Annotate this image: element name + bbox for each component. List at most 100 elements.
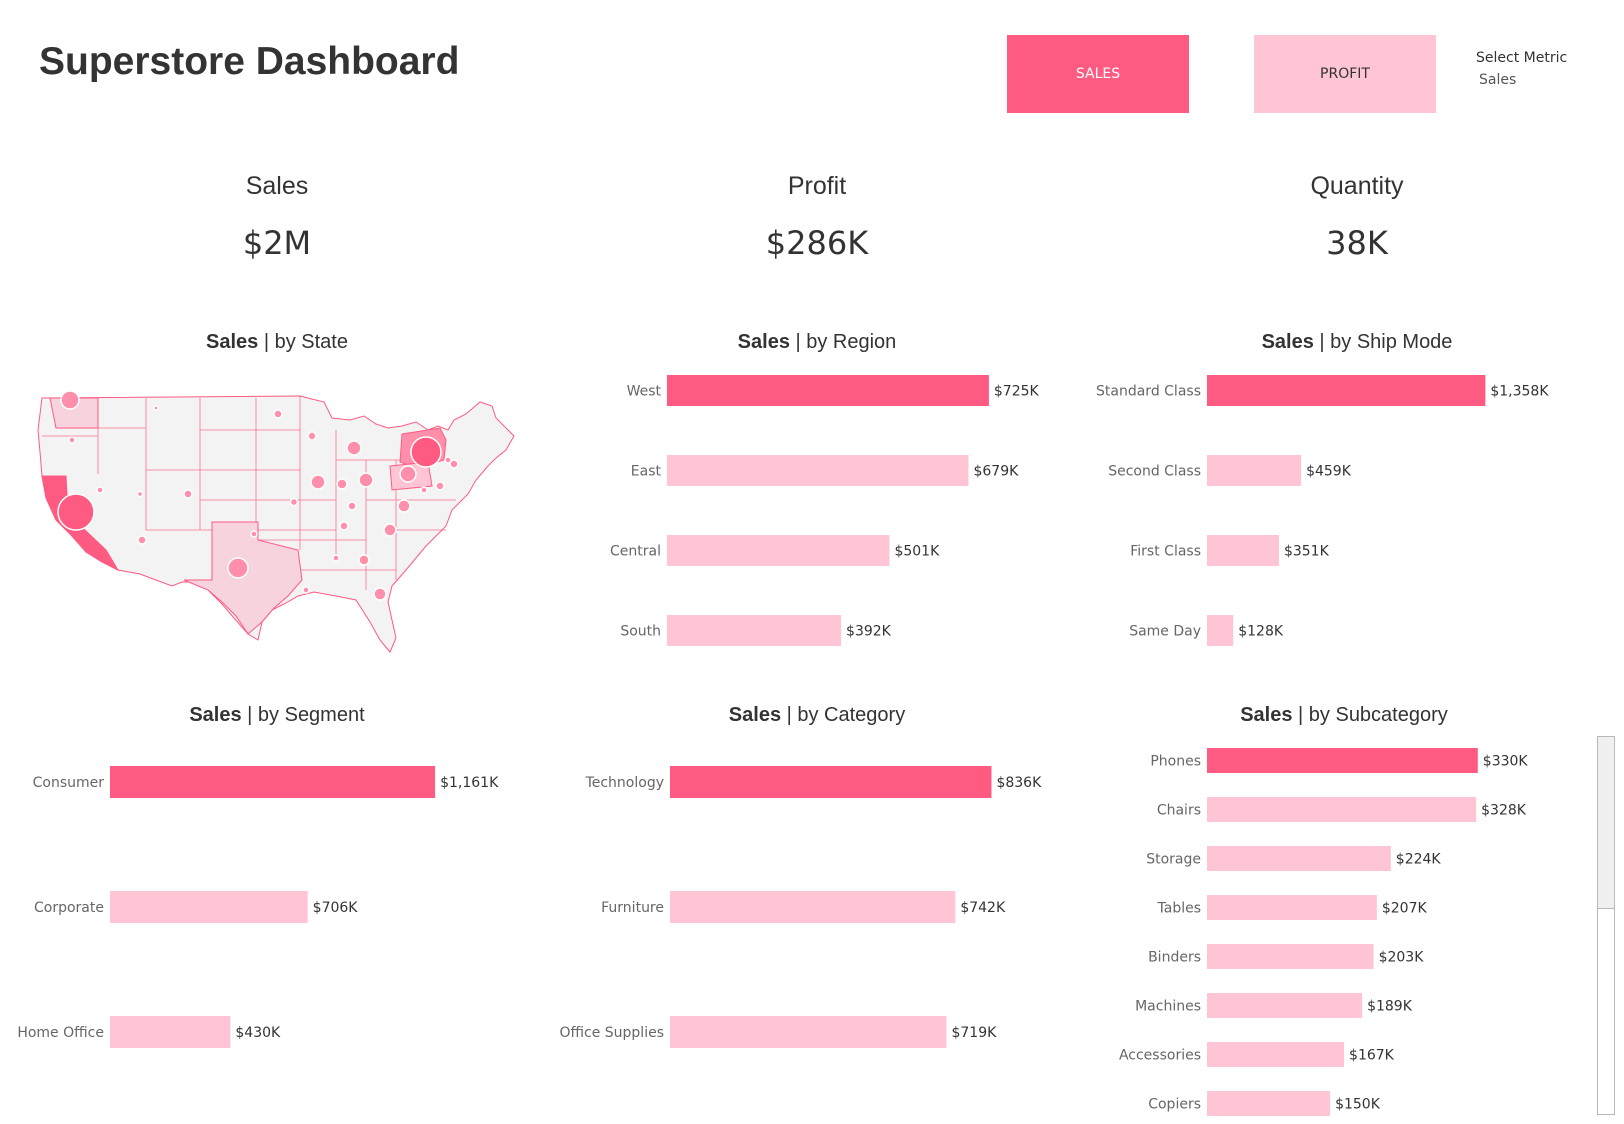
- bubble-illinois: [310, 474, 326, 490]
- region-bar-chart: West $725K East $679K Central $501K South $392K: [610, 375, 1040, 646]
- subcategory-value-accessories: $167K: [1349, 1048, 1395, 1064]
- bubble-nevada: [96, 486, 104, 494]
- subcategory-label-copiers: Copiers: [1148, 1097, 1201, 1113]
- subcategory-value-binders: $203K: [1379, 950, 1425, 966]
- panel-title-segment: Sales | by Segment: [17, 704, 537, 727]
- category-bar-chart: Technology $836K Furniture $742K Office Supp…: [559, 766, 1042, 1048]
- subcategory-bar-copiers[interactable]: [1207, 1091, 1331, 1116]
- subcategory-label-tables: Tables: [1157, 901, 1202, 917]
- bubble-oklahoma: [250, 530, 258, 538]
- bubble-alabama: [332, 554, 340, 562]
- ship-mode-label-same-day: Same Day: [1129, 624, 1201, 640]
- subcategory-bar-tables[interactable]: [1207, 895, 1377, 920]
- panel-title-metric: Sales: [1240, 704, 1293, 726]
- segment-value-consumer: $1,161K: [440, 775, 499, 791]
- bubble-massachusetts: [449, 459, 459, 469]
- subcategory-bar-storage[interactable]: [1207, 846, 1391, 871]
- segment-bar-consumer[interactable]: [110, 766, 436, 798]
- ship-mode-label-first-class: First Class: [1130, 544, 1201, 560]
- subcategory-value-chairs: $328K: [1481, 803, 1527, 819]
- panel-title-category: Sales | by Category: [557, 704, 1077, 727]
- select-metric-value[interactable]: Sales: [1479, 72, 1517, 88]
- ship-mode-bar-second-class[interactable]: [1207, 455, 1302, 486]
- category-value-office-supplies: $719K: [951, 1025, 997, 1041]
- subcategory-value-tables: $207K: [1382, 901, 1428, 917]
- sales-metric-button-label: SALES: [1075, 66, 1121, 82]
- category-bar-office-supplies[interactable]: [670, 1016, 947, 1048]
- segment-label-home-office: Home Office: [17, 1025, 104, 1041]
- bubble-michigan: [346, 440, 362, 456]
- bubble-utah: [136, 490, 144, 498]
- region-label-east: East: [631, 464, 662, 480]
- state-texas: [183, 521, 303, 635]
- category-label-furniture: Furniture: [601, 900, 664, 916]
- subcategory-scrollbar-thumb[interactable]: [1598, 737, 1614, 909]
- profit-metric-button[interactable]: PROFIT: [1254, 35, 1436, 113]
- bubble-texas: [227, 557, 249, 579]
- panel-title-metric: Sales: [737, 331, 790, 353]
- bubble-montana: [153, 405, 159, 411]
- segment-bar-corporate[interactable]: [110, 891, 308, 923]
- segment-value-home-office: $430K: [235, 1025, 281, 1041]
- select-metric-label: Select Metric: [1476, 50, 1568, 66]
- ship-mode-bar-same-day[interactable]: [1207, 615, 1234, 646]
- region-label-central: Central: [610, 544, 661, 560]
- segment-bar-chart: Consumer $1,161K Corporate $706K Home Office…: [17, 766, 499, 1048]
- panel-title-region: Sales | by Region: [557, 331, 1077, 354]
- subcategory-bar-chairs[interactable]: [1207, 797, 1477, 822]
- ship-mode-bar-standard-class[interactable]: [1207, 375, 1486, 406]
- region-bar-central[interactable]: [667, 535, 890, 566]
- segment-value-corporate: $706K: [313, 900, 359, 916]
- subcategory-label-phones: Phones: [1150, 754, 1201, 770]
- ship-mode-bar-first-class[interactable]: [1207, 535, 1279, 566]
- region-value-central: $501K: [894, 544, 940, 560]
- subcategory-label-binders: Binders: [1148, 950, 1201, 966]
- bubble-kentucky: [347, 501, 357, 511]
- bubble-delaware: [420, 486, 428, 494]
- panel-title-suffix: | by Ship Mode: [1313, 331, 1453, 353]
- bubble-california: [57, 493, 95, 531]
- subcategory-bar-chart: Phones $330K Chairs $328K Storage $224K Tables…: [1119, 748, 1529, 1116]
- profit-metric-button-label: PROFIT: [1320, 66, 1370, 82]
- ship-mode-label-second-class: Second Class: [1108, 464, 1201, 480]
- bubble-oregon: [68, 436, 76, 444]
- region-bar-east[interactable]: [667, 455, 969, 486]
- ship-mode-label-standard-class: Standard Class: [1096, 384, 1201, 400]
- subcategory-bar-accessories[interactable]: [1207, 1042, 1345, 1067]
- bubble-arizona: [137, 535, 147, 545]
- region-bar-south[interactable]: [667, 615, 842, 646]
- subcategory-bar-machines[interactable]: [1207, 993, 1363, 1018]
- region-label-south: South: [620, 624, 661, 640]
- bubble-indiana: [336, 478, 348, 490]
- panel-title-suffix: | by Subcategory: [1292, 704, 1448, 726]
- panel-title-suffix: | by Category: [781, 704, 906, 726]
- ship-mode-value-same-day: $128K: [1238, 624, 1284, 640]
- category-bar-technology[interactable]: [670, 766, 992, 798]
- kpi-quantity-label: Quantity: [1310, 172, 1404, 200]
- select-metric-control[interactable]: Select Metric Sales: [1476, 50, 1567, 88]
- segment-bar-home-office[interactable]: [110, 1016, 231, 1048]
- state-bubbles: [57, 390, 459, 601]
- panel-title-subcategory: Sales | by Subcategory: [1084, 704, 1604, 727]
- kpi-profit-label: Profit: [787, 172, 847, 200]
- region-value-east: $679K: [973, 464, 1019, 480]
- region-bar-west[interactable]: [667, 375, 989, 406]
- subcategory-bar-binders[interactable]: [1207, 944, 1374, 969]
- subcategory-scrollbar[interactable]: [1597, 736, 1615, 1115]
- ship-mode-bar-chart: Standard Class $1,358K Second Class $459K Fi…: [1096, 375, 1549, 646]
- bubble-minnesota: [273, 409, 283, 419]
- region-value-south: $392K: [846, 624, 892, 640]
- subcategory-value-copiers: $150K: [1335, 1097, 1381, 1113]
- category-value-furniture: $742K: [960, 900, 1006, 916]
- us-state-map[interactable]: [36, 390, 520, 660]
- kpi-sales-value: $2M: [242, 224, 312, 262]
- panel-title-suffix: | by State: [258, 331, 348, 353]
- bubble-new-jersey: [435, 481, 445, 491]
- sales-metric-button[interactable]: SALES: [1007, 35, 1189, 113]
- subcategory-value-machines: $189K: [1367, 999, 1413, 1015]
- subcategory-value-phones: $330K: [1483, 754, 1529, 770]
- category-bar-furniture[interactable]: [670, 891, 956, 923]
- subcategory-bar-phones[interactable]: [1207, 748, 1478, 773]
- bubble-ohio: [358, 472, 374, 488]
- category-value-technology: $836K: [996, 775, 1042, 791]
